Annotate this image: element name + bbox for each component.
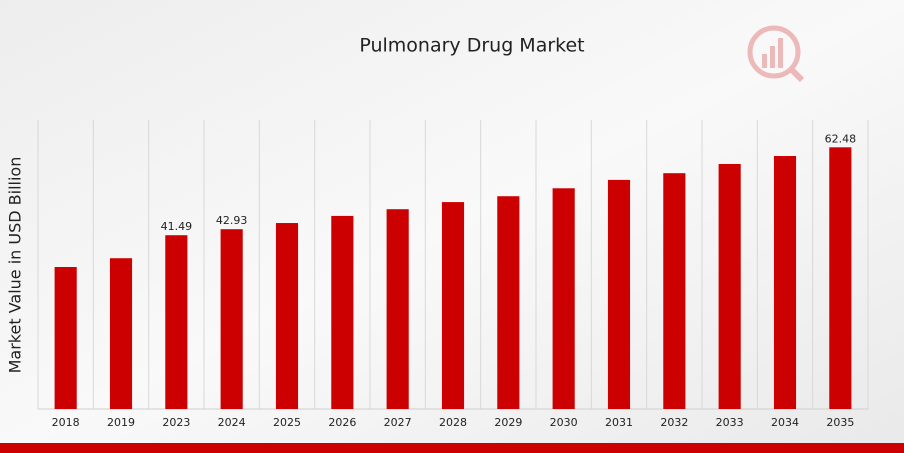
chart-title: Pulmonary Drug Market [359, 35, 584, 57]
bar [54, 267, 77, 409]
bar [386, 209, 409, 409]
x-tick-label: 2019 [107, 416, 135, 429]
x-tick-label: 2028 [439, 416, 467, 429]
x-tick-label: 2026 [328, 416, 356, 429]
x-tick-label: 2030 [550, 416, 578, 429]
x-tick-label: 2032 [660, 416, 688, 429]
bar [331, 215, 354, 409]
value-label: 41.49 [161, 220, 193, 233]
bar [607, 179, 631, 409]
bar [275, 223, 299, 409]
x-tick-label: 2031 [605, 416, 633, 429]
logo [747, 25, 805, 83]
x-tick-label: 2029 [494, 416, 522, 429]
x-tick-label: 2024 [218, 416, 246, 429]
footer-strip [0, 443, 904, 453]
bar [165, 235, 188, 409]
x-tick-label: 2033 [716, 416, 744, 429]
bar [773, 156, 797, 409]
bar [718, 163, 741, 409]
bar [441, 202, 465, 409]
bar [220, 229, 243, 409]
x-tick-label: 2025 [273, 416, 301, 429]
x-tick-label: 2034 [771, 416, 799, 429]
bar [829, 147, 852, 409]
y-axis-label: Market Value in USD Billion [6, 157, 25, 374]
bar [497, 196, 520, 409]
bar [109, 258, 133, 409]
x-tick-label: 2035 [826, 416, 854, 429]
bar [552, 188, 575, 409]
x-tick-label: 2027 [384, 416, 412, 429]
x-tick-label: 2023 [162, 416, 190, 429]
bar [663, 173, 686, 409]
value-label: 62.48 [825, 132, 857, 145]
x-tick-label: 2018 [52, 416, 80, 429]
value-label: 42.93 [216, 214, 248, 227]
